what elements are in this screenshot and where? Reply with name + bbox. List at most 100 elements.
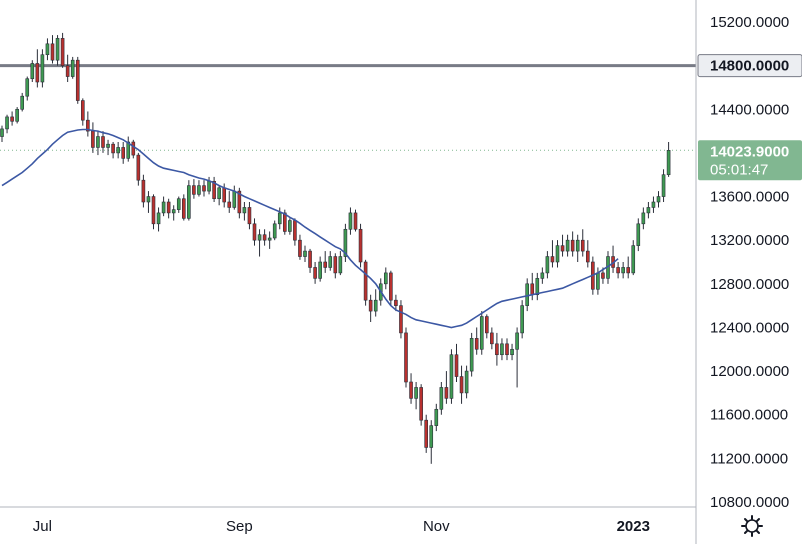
candle	[313, 262, 317, 284]
candle	[646, 202, 651, 219]
price-tick-label: 15200.0000	[710, 14, 789, 31]
candle	[171, 205, 176, 221]
candle-body	[151, 196, 156, 225]
candle	[540, 267, 545, 284]
candle	[414, 382, 418, 410]
candle-body	[288, 220, 292, 232]
candle	[308, 248, 312, 273]
candle-body	[277, 212, 282, 225]
candle-body	[25, 78, 30, 97]
candle	[616, 262, 620, 279]
candle-body	[601, 272, 605, 279]
candle	[474, 327, 479, 355]
candle-body	[272, 223, 277, 239]
candle-body	[641, 212, 646, 225]
candle-body	[419, 387, 423, 421]
candle	[651, 196, 656, 213]
candle	[252, 218, 257, 246]
candle	[661, 169, 666, 202]
candle	[449, 349, 454, 404]
candle	[70, 56, 75, 79]
candle	[5, 114, 9, 134]
candle	[565, 234, 570, 257]
candle-body	[298, 239, 302, 257]
candle-body	[525, 283, 530, 306]
candle-body	[631, 245, 636, 274]
candle	[176, 196, 181, 213]
candle	[141, 174, 146, 208]
candle-body	[409, 381, 413, 399]
candle-body	[257, 234, 262, 241]
candle	[146, 191, 151, 213]
candle	[368, 294, 373, 322]
candle	[136, 152, 141, 186]
candle	[50, 35, 55, 64]
candle-body	[626, 267, 631, 274]
candle	[106, 139, 110, 156]
candle	[182, 194, 186, 221]
candle	[126, 136, 131, 162]
candle-body	[20, 95, 25, 110]
candle-body	[515, 332, 519, 350]
candle-body	[621, 267, 625, 274]
time-tick-label: 2023	[617, 518, 650, 535]
candle	[257, 229, 262, 257]
candle	[636, 218, 641, 252]
candle	[525, 278, 530, 312]
candle	[353, 209, 358, 232]
candle-body	[399, 305, 403, 334]
candle-body	[237, 190, 242, 214]
candle-body	[661, 174, 666, 197]
candle	[45, 38, 50, 61]
candle	[358, 223, 363, 268]
candle	[434, 403, 439, 432]
candle-body	[636, 223, 641, 246]
candle	[373, 289, 378, 317]
candle-body	[474, 338, 479, 350]
candle-body	[30, 63, 35, 80]
candle	[419, 384, 423, 426]
candle	[550, 240, 555, 268]
candle-body	[202, 185, 206, 192]
candle	[515, 327, 519, 388]
candle	[156, 207, 161, 232]
candle	[399, 300, 403, 339]
candle	[666, 142, 671, 177]
candle-body	[70, 59, 75, 77]
candle-body	[490, 332, 494, 345]
candle	[621, 262, 625, 279]
candle	[656, 191, 661, 208]
candle	[131, 139, 136, 159]
candle	[267, 231, 272, 249]
candle-body	[101, 136, 105, 148]
candle	[409, 373, 413, 404]
candle-body	[565, 239, 570, 252]
candle-body	[550, 256, 555, 263]
candle-body	[323, 261, 328, 268]
candle-body	[520, 305, 524, 334]
candle-body	[358, 228, 363, 263]
price-tick-label: 13200.0000	[710, 232, 789, 249]
price-axis[interactable]: 15200.000014400.000014000.000013600.0000…	[710, 14, 789, 511]
settings-gear-icon[interactable]	[741, 515, 763, 537]
candle	[212, 176, 216, 202]
candle	[626, 256, 631, 279]
candle	[555, 240, 560, 268]
candle-body	[343, 228, 348, 257]
candle-body	[207, 180, 211, 192]
candle-body	[449, 354, 454, 399]
horizontal-level-tag-label: 14800.0000	[710, 58, 789, 75]
candle-body	[404, 332, 408, 383]
candle	[580, 229, 585, 257]
time-tick-label: Sep	[226, 518, 253, 535]
candle-body	[282, 212, 287, 232]
time-axis[interactable]: Jul Sep Nov 2023	[33, 518, 650, 535]
candle-body	[293, 220, 297, 241]
candle-body	[35, 63, 40, 83]
candle-body	[171, 209, 176, 214]
candle	[166, 198, 171, 219]
plot-area[interactable]	[0, 32, 696, 464]
candle	[389, 270, 393, 306]
candle-body	[651, 201, 656, 208]
